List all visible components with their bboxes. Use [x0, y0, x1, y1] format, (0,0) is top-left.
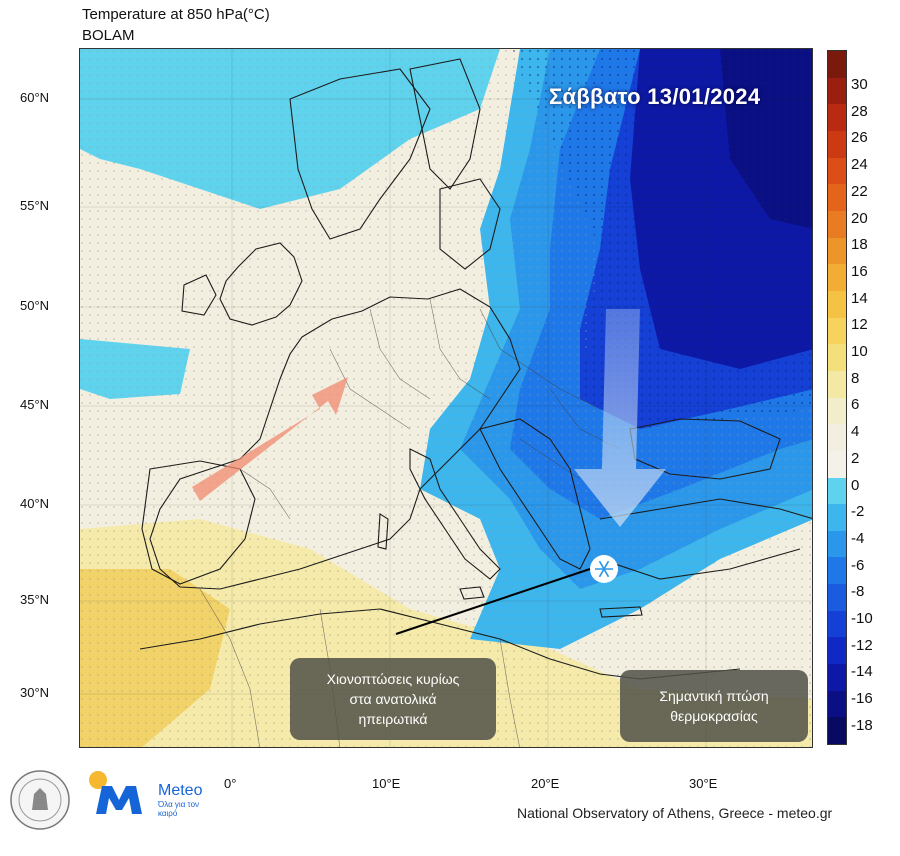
colorbar-swatch: [828, 717, 846, 745]
lon-tick-10e: 10°E: [372, 776, 401, 791]
colorbar-swatch: [828, 210, 846, 238]
colorbar-swatch: [828, 530, 846, 558]
temperature-drop-callout: Σημαντική πτώση θερμοκρασίας: [620, 670, 808, 742]
colorbar-tick-label: 20: [851, 209, 868, 227]
colorbar-tick-label: 26: [851, 129, 868, 147]
colorbar-tick-label: 2: [851, 449, 860, 467]
colorbar-swatch: [828, 77, 846, 105]
colorbar-swatch: [828, 157, 846, 185]
cold-advection-arrow: [574, 309, 666, 527]
lat-tick-50: 50°N: [20, 298, 50, 313]
lon-tick-30e: 30°E: [689, 776, 718, 791]
colorbar-swatch: [828, 290, 846, 318]
colorbar-swatch: [828, 450, 846, 478]
colorbar-swatch: [828, 130, 846, 158]
colorbar-tick-label: -16: [851, 690, 873, 708]
colorbar-tick-label: -12: [851, 636, 873, 654]
temperature-drop-line1: Σημαντική πτώση: [659, 688, 769, 704]
colorbar-tick-label: 12: [851, 316, 868, 334]
warm-advection-arrow: [192, 377, 348, 501]
colorbar-tick-label: 30: [851, 76, 868, 93]
colorbar-tick-label: -4: [851, 529, 865, 547]
colorbar-tick-label: -8: [851, 583, 865, 601]
lon-tick-0: 0°: [224, 776, 237, 791]
colorbar-swatch: [828, 317, 846, 345]
colorbar-swatch: [828, 690, 846, 718]
observatory-seal-logo: [10, 770, 70, 830]
colorbar-tick-label: 8: [851, 369, 860, 387]
colorbar-swatch: [828, 344, 846, 371]
title-variable: Temperature at 850 hPa(°C): [82, 6, 270, 23]
colorbar-swatch: [828, 264, 846, 291]
source-credit: National Observatory of Athens, Greece -…: [517, 805, 833, 821]
colorbar-tick-label: 16: [851, 262, 868, 280]
snowfall-callout: Χιονοπτώσεις κυρίως στα ανατολικά ηπειρω…: [290, 658, 496, 740]
map-title: Temperature at 850 hPa(°C) BOLAM: [82, 4, 270, 46]
colorbar-swatch: [828, 184, 846, 211]
colorbar-tick-label: -6: [851, 556, 865, 574]
colorbar-tick-label: -14: [851, 663, 873, 681]
forecast-date: Σάββατο 13/01/2024: [549, 84, 761, 109]
colorbar-swatch: [828, 557, 846, 585]
colorbar-tick-label: 28: [851, 102, 868, 120]
colorbar-tick-label: 18: [851, 236, 868, 254]
colorbar-swatch: [828, 237, 846, 265]
snowfall-callout-line2: στα ανατολικά: [349, 691, 437, 707]
lat-tick-60: 60°N: [20, 90, 50, 105]
lat-tick-45: 45°N: [20, 397, 50, 412]
colorbar-swatch: [828, 370, 846, 398]
colorbar-tick-label: 6: [851, 396, 860, 414]
colorbar-swatch: [828, 610, 846, 638]
colorbar-tick-label: -18: [851, 716, 873, 734]
temperature-colorbar: [827, 50, 847, 745]
colorbar-swatch: [828, 477, 846, 505]
colorbar-tick-label: 14: [851, 289, 868, 307]
meteo-tagline: Όλα για τον καιρό: [158, 800, 200, 818]
temperature-drop-line2: θερμοκρασίας: [670, 708, 758, 724]
meteo-brand: Meteo: [158, 782, 203, 799]
snowfall-callout-line3: ηπειρωτικά: [358, 711, 428, 727]
colorbar-swatch: [828, 504, 846, 531]
meteo-logo-icon: [89, 771, 142, 814]
colorbar-swatch: [828, 104, 846, 131]
lat-tick-35: 35°N: [20, 592, 50, 607]
lat-tick-30: 30°N: [20, 685, 50, 700]
colorbar-tick-label: 22: [851, 182, 868, 200]
colorbar-tick-label: 10: [851, 343, 868, 360]
colorbar-tick-label: 4: [851, 423, 860, 441]
colorbar-swatch: [828, 397, 846, 425]
lat-tick-40: 40°N: [20, 496, 50, 511]
colorbar-swatch: [828, 584, 846, 611]
colorbar-tick-label: 24: [851, 156, 868, 174]
title-model: BOLAM: [82, 27, 135, 44]
colorbar-swatch: [828, 664, 846, 691]
snowfall-callout-line1: Χιονοπτώσεις κυρίως: [326, 671, 460, 687]
colorbar-swatch: [828, 424, 846, 451]
colorbar-swatch: [828, 51, 846, 78]
temperature-map: [79, 48, 813, 748]
snowflake-icon: [590, 555, 618, 583]
colorbar-tick-label: 0: [851, 476, 860, 494]
colorbar-tick-label: -2: [851, 503, 865, 521]
colorbar-tick-label: -10: [851, 610, 873, 627]
lat-tick-55: 55°N: [20, 198, 50, 213]
colorbar-swatch: [828, 637, 846, 665]
lon-tick-20e: 20°E: [531, 776, 560, 791]
